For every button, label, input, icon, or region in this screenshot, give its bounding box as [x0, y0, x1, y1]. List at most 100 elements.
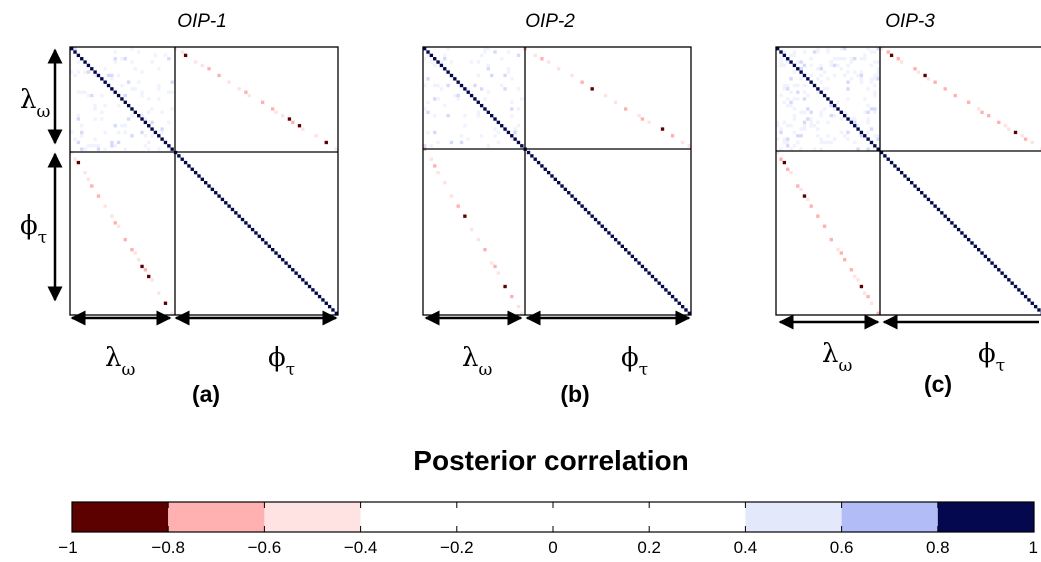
colorbar-tick-label: 0.2 — [637, 538, 661, 557]
heatmap-cell — [459, 134, 464, 138]
heatmap-cell — [822, 140, 827, 145]
heatmap-cell — [546, 60, 551, 64]
colorbar-tick-label: 0.8 — [926, 538, 950, 557]
heatmap-cell — [80, 134, 84, 138]
panel-label: (b) — [560, 381, 589, 407]
diagonal-cell — [250, 227, 255, 232]
heatmap-cell — [90, 93, 94, 98]
heatmap-cell — [513, 127, 517, 131]
heatmap-cell — [463, 124, 467, 128]
heatmap-cell — [463, 114, 467, 118]
heatmap-cell — [839, 251, 843, 255]
diagonal-cell — [977, 248, 981, 252]
diagonal-cell — [913, 184, 917, 188]
diagonal-cell — [577, 201, 581, 205]
heatmap-cell — [826, 120, 830, 125]
heatmap-cell — [100, 110, 104, 114]
heatmap-cell — [613, 100, 618, 104]
colorbar-bin — [841, 502, 938, 532]
heatmap-cell — [832, 114, 837, 118]
heatmap-cell — [503, 284, 507, 289]
colorbar-tick-label: −1 — [58, 538, 77, 557]
diagonal-cell — [956, 227, 961, 232]
heatmap-cell — [786, 87, 790, 91]
heatmap-cell — [120, 57, 124, 61]
diagonal-cell — [449, 73, 454, 78]
diagonal-cell — [627, 251, 631, 255]
heatmap-cell — [786, 144, 790, 148]
heatmap-cell — [826, 47, 830, 51]
diagonal-cell — [812, 83, 817, 88]
heatmap-cell — [426, 77, 430, 81]
heatmap-cell — [157, 147, 161, 151]
heatmap-cell — [130, 87, 134, 91]
heatmap-cell — [147, 110, 151, 114]
heatmap-cell — [86, 144, 91, 148]
heatmap-cell — [799, 187, 803, 192]
heatmap-cell — [443, 181, 447, 185]
heatmap-cell — [809, 204, 813, 208]
heatmap-cell — [806, 107, 810, 111]
heatmap-cell — [1023, 137, 1028, 141]
diagonal-cell — [674, 298, 678, 302]
heatmap-cell — [126, 117, 131, 121]
diagonal-cell — [86, 63, 91, 68]
heatmap-cell — [832, 63, 837, 68]
diagonal-cell — [779, 50, 783, 54]
heatmap-cell — [866, 110, 870, 114]
heatmap-cell — [873, 50, 877, 54]
diagonal-cell — [580, 204, 584, 208]
heatmap-cell — [819, 114, 823, 118]
heatmap-cell — [157, 97, 161, 101]
heatmap-cell — [987, 114, 991, 118]
heatmap-cell — [76, 117, 81, 121]
diagonal-cell — [439, 63, 444, 68]
diagonal-cell — [453, 77, 457, 81]
heatmap-cell — [510, 107, 514, 111]
diagonal-cell — [644, 268, 648, 272]
heatmap-cell — [782, 63, 787, 68]
diagonal-cell — [940, 211, 944, 215]
heatmap-cell — [782, 87, 787, 91]
heatmap-cell — [846, 63, 850, 68]
heatmap-cell — [439, 60, 444, 64]
heatmap-cell — [157, 67, 161, 71]
heatmap-cell — [133, 67, 137, 71]
heatmap-cell — [426, 53, 430, 58]
heatmap-cell — [786, 167, 790, 171]
diagonal-cell — [822, 93, 827, 98]
heatmap-cell — [493, 264, 497, 269]
diagonal-cell — [237, 214, 241, 218]
diagonal-cell — [207, 184, 211, 188]
heatmap-cell — [640, 117, 645, 121]
heatmap-cell — [73, 137, 77, 141]
heatmap-cell — [873, 77, 877, 81]
heatmap-cell — [90, 144, 94, 148]
colorbar-tick-label: −0.4 — [344, 538, 378, 557]
heatmap-cell — [147, 97, 151, 101]
diagonal-cell — [110, 87, 114, 91]
heatmap-cell — [899, 60, 904, 64]
heatmap-cell — [796, 134, 800, 138]
heatmap-cell — [150, 134, 154, 138]
diagonal-cell — [543, 167, 547, 171]
heatmap-cell — [516, 107, 521, 111]
heatmap-cell — [816, 90, 820, 94]
heatmap-cell — [83, 147, 87, 151]
diagonal-cell — [876, 147, 880, 151]
heatmap-cell — [863, 97, 867, 101]
colorbar-tick-label: 0 — [548, 538, 557, 557]
heatmap-cell — [843, 57, 847, 61]
heatmap — [775, 46, 1041, 316]
heatmap-cell — [73, 47, 77, 51]
heatmap-cell — [859, 73, 864, 78]
diagonal-cell — [274, 251, 278, 255]
heatmap-cell — [170, 311, 174, 315]
diagonal-cell — [473, 97, 477, 101]
heatmap-cell — [832, 57, 837, 61]
diagonal-cell — [550, 174, 554, 178]
heatmap-cell — [839, 47, 843, 51]
colorbar-tick-label: 0.4 — [734, 538, 758, 557]
heatmap-cell — [869, 127, 874, 131]
heatmap-cell — [889, 53, 894, 58]
